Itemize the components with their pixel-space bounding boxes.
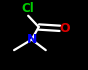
Text: N: N: [26, 33, 37, 46]
Text: O: O: [60, 22, 70, 35]
Text: Cl: Cl: [22, 2, 34, 15]
